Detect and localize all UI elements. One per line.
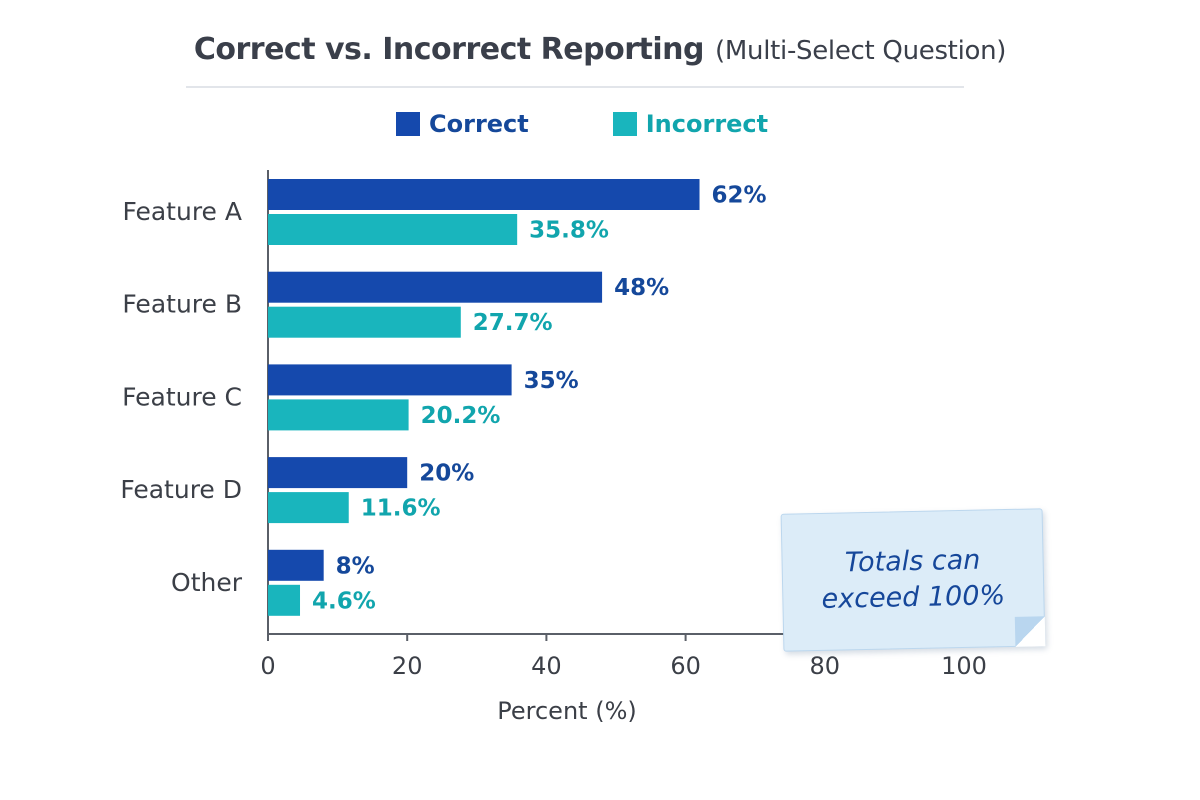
bar-correct: [268, 364, 512, 396]
annotation-text: Totals can exceed 100%: [821, 544, 1006, 615]
bar-incorrect: [268, 306, 461, 338]
legend-swatch-correct: [396, 112, 420, 136]
x-tick-label: 60: [670, 652, 701, 680]
legend-label-correct: Correct: [429, 110, 529, 138]
data-label-incorrect: 11.6%: [361, 496, 441, 522]
category-label: Feature D: [120, 475, 242, 504]
chart-title: Correct vs. Incorrect Reporting: [193, 32, 705, 67]
category-label: Feature B: [122, 290, 242, 319]
chart-legend: Correct Incorrect: [396, 110, 852, 138]
bar-correct: [268, 271, 603, 303]
bar-correct: [268, 457, 408, 489]
category-label: Other: [171, 568, 243, 597]
data-label-correct: 20%: [419, 461, 474, 487]
data-label-incorrect: 20.2%: [421, 403, 501, 429]
x-tick-label: 100: [941, 652, 987, 680]
title-divider: [186, 86, 964, 88]
data-label-correct: 48%: [614, 275, 669, 301]
annotation-sticky-note: Totals can exceed 100%: [780, 508, 1046, 652]
x-axis-title: Percent (%): [497, 697, 637, 725]
data-label-incorrect: 27.7%: [473, 310, 553, 336]
data-label-incorrect: 35.8%: [529, 218, 609, 244]
chart-subtitle: (Multi-Select Question): [715, 36, 1007, 66]
chart-title-block: Correct vs. Incorrect Reporting (Multi-S…: [150, 32, 1050, 67]
bar-incorrect: [268, 584, 301, 616]
bar-incorrect: [268, 492, 349, 524]
data-label-incorrect: 4.6%: [312, 588, 376, 614]
legend-item-incorrect: Incorrect: [612, 110, 769, 138]
bar-correct: [268, 549, 324, 581]
x-tick-label: 20: [392, 652, 423, 680]
x-tick-label: 0: [260, 652, 275, 680]
bar-incorrect: [268, 399, 409, 431]
category-label: Feature A: [122, 197, 242, 226]
data-label-correct: 8%: [336, 553, 375, 579]
sticky-note-fold: [1014, 616, 1046, 647]
x-tick-label: 80: [810, 652, 841, 680]
category-label: Feature C: [122, 382, 242, 411]
legend-swatch-incorrect: [612, 112, 637, 136]
data-label-correct: 62%: [712, 183, 767, 209]
legend-label-incorrect: Incorrect: [645, 110, 769, 138]
legend-item-correct: Correct: [396, 110, 529, 138]
bar-incorrect: [268, 214, 518, 245]
data-label-correct: 35%: [524, 368, 579, 394]
x-tick-label: 40: [531, 652, 562, 680]
bar-correct: [268, 179, 700, 210]
